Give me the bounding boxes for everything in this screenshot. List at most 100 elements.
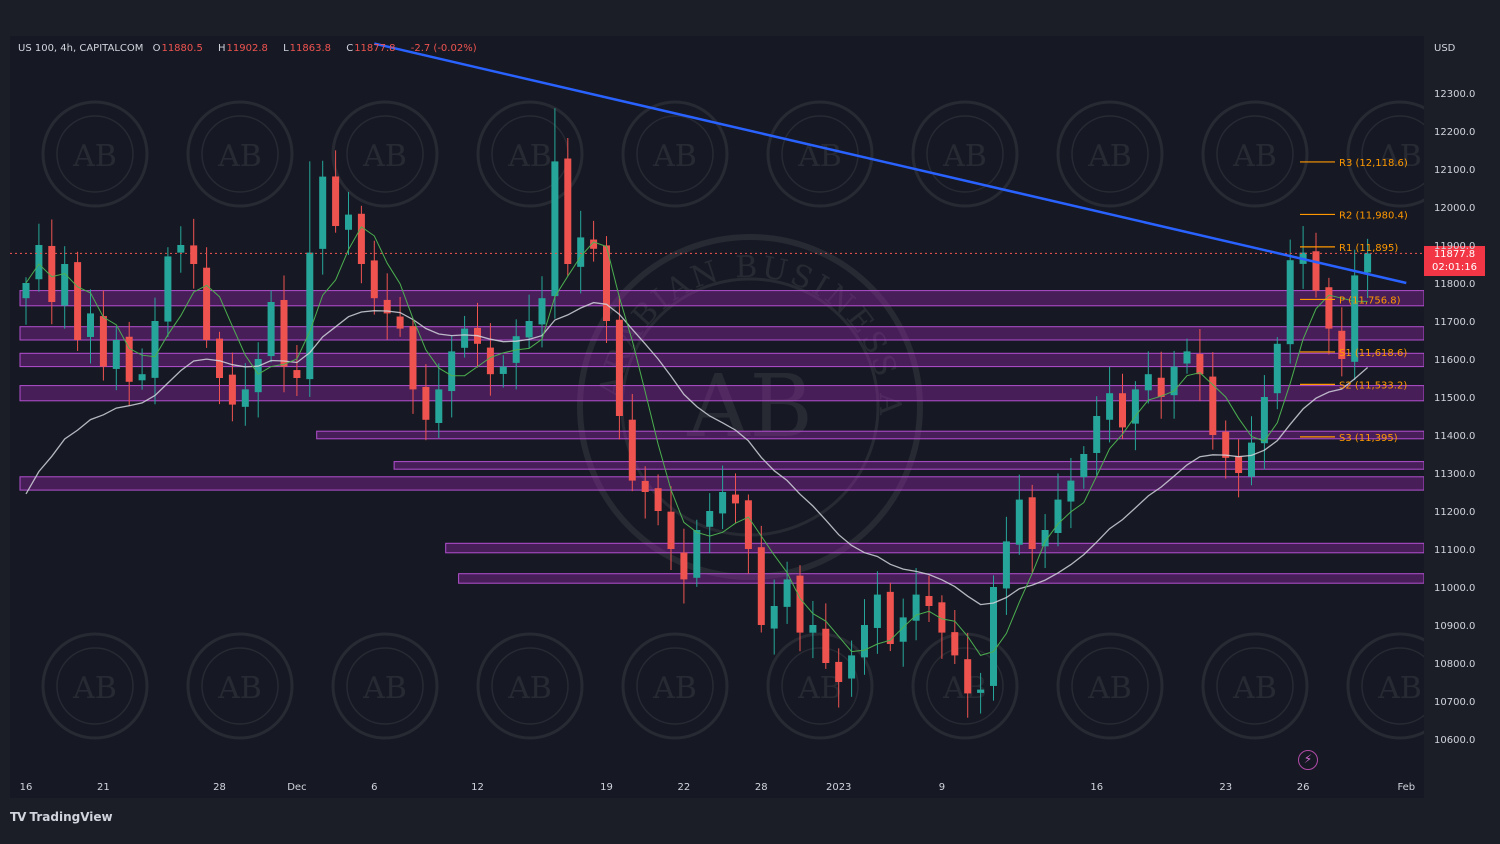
high-value: 11902.8 [226,43,268,54]
candle-body [628,419,636,481]
candle-body [151,321,159,378]
watermark-center-monogram: AB [686,357,812,457]
x-tick-label: 16 [1090,782,1103,793]
candle-body [1209,376,1217,435]
x-tick-label: 6 [371,782,377,793]
candle-body [241,389,249,407]
fast-moving-average-line [25,226,1368,656]
watermark-seal-inner [926,647,1004,725]
candle-body [886,591,894,644]
x-tick-label: 21 [97,782,110,793]
watermark-seal-inner [1071,647,1149,725]
x-tick-label: 12 [471,782,484,793]
candle-body [422,386,430,420]
watermark-seal [1056,100,1164,208]
y-tick-label: 11100.0 [1434,545,1475,556]
watermark-monogram: AB [507,671,552,706]
chart-area[interactable]: AB AB AB AB AB AB AB AB AB AB AB AB AB AB AB AB AB AB AB AB… [10,36,1424,798]
candle-body [990,587,997,686]
tradingview-logo[interactable]: TV TradingView [10,810,113,824]
candle-body [925,596,933,606]
watermark-seal [621,632,729,740]
candle-body [757,547,765,625]
watermark-monogram: AB [1087,139,1132,174]
candle-body [525,321,533,338]
candle-body [809,625,817,633]
y-tick-label: 12000.0 [1434,203,1475,214]
x-tick-label: 28 [213,782,226,793]
price-chart[interactable]: AB AB AB AB AB AB AB AB AB AB AB AB AB AB AB AB AB AB AB AB… [10,36,1424,798]
candle-body [1015,499,1023,545]
candle-body [125,336,133,382]
watermark-monogram: AB [1377,671,1422,706]
candle-body [1170,366,1178,396]
low-value: 11863.8 [289,43,332,54]
watermark-monogram: AB [797,671,842,706]
watermark-seal-inner [346,647,424,725]
symbol-name[interactable]: US 100, 4h, CAPITALCOM [18,43,144,54]
support-zone-8 [458,573,1424,584]
candle-body [641,480,649,492]
watermark-seal-inner [56,647,134,725]
x-tick-label: 19 [600,782,613,793]
candle-body [783,579,791,607]
bar-countdown: 02:01:16 [1432,262,1477,273]
candle-body [1002,541,1010,589]
support-zone-3 [19,385,1424,402]
watermark-seal-inner [926,115,1004,193]
lightning-icon[interactable]: ⚡ [1298,750,1318,770]
y-tick-label: 11900.0 [1434,241,1475,252]
price-axis[interactable]: 10600.0 10700.0 10800.0 10900.0 11000.0 11100… [1424,36,1500,798]
watermark-seal [621,100,729,208]
y-tick-label: 11700.0 [1434,317,1475,328]
candle-body [383,299,391,314]
x-tick-label: 9 [939,782,945,793]
candle-body [538,298,546,325]
candle-body [654,488,662,511]
watermark-seal-inner [781,647,859,725]
tradingview-logo-mark: TV [10,810,27,824]
candle-body [861,625,868,658]
high-label: H [218,43,226,54]
candle-body [899,617,907,642]
candle-body [1183,351,1191,364]
candle-body [1196,354,1204,375]
candle-body [357,213,365,264]
candle-body [551,161,559,297]
candle-body [706,511,714,527]
low-label: L [283,43,289,54]
change-value: -2.7 (-0.02%) [410,43,477,54]
watermark-seal [186,632,294,740]
candle-body [770,606,778,629]
y-tick-label: 10600.0 [1434,735,1475,746]
candle-body [1144,374,1152,391]
watermark-seal [1056,632,1164,740]
watermark-seal-inner [1361,647,1424,725]
watermark-monogram: AB [362,671,407,706]
watermark-seal-inner [1071,115,1149,193]
watermark-seal-inner [1216,647,1294,725]
watermark-seal [41,632,149,740]
watermark-seal [766,100,874,208]
candle-body [1273,343,1281,394]
candle-body [254,359,262,393]
candle-body [370,260,378,299]
x-tick-label: 28 [755,782,768,793]
watermark-seal-inner [636,647,714,725]
y-tick-label: 10900.0 [1434,621,1475,632]
candle-body [216,338,223,378]
currency-label: USD [1434,43,1456,54]
watermark-seal [41,100,149,208]
x-tick-label: 2023 [826,782,851,793]
candle-body [35,245,43,280]
watermark-seal [766,632,874,740]
candle-body [1157,377,1165,397]
candle-body [964,659,972,694]
last-price-value: 11877.8 [1433,249,1476,260]
watermark-seal-inner [1216,115,1294,193]
candle-body [822,628,830,663]
support-zone-0 [19,290,1424,307]
candle-body [448,351,456,392]
candle-body [461,328,469,348]
candle-body [938,602,946,633]
